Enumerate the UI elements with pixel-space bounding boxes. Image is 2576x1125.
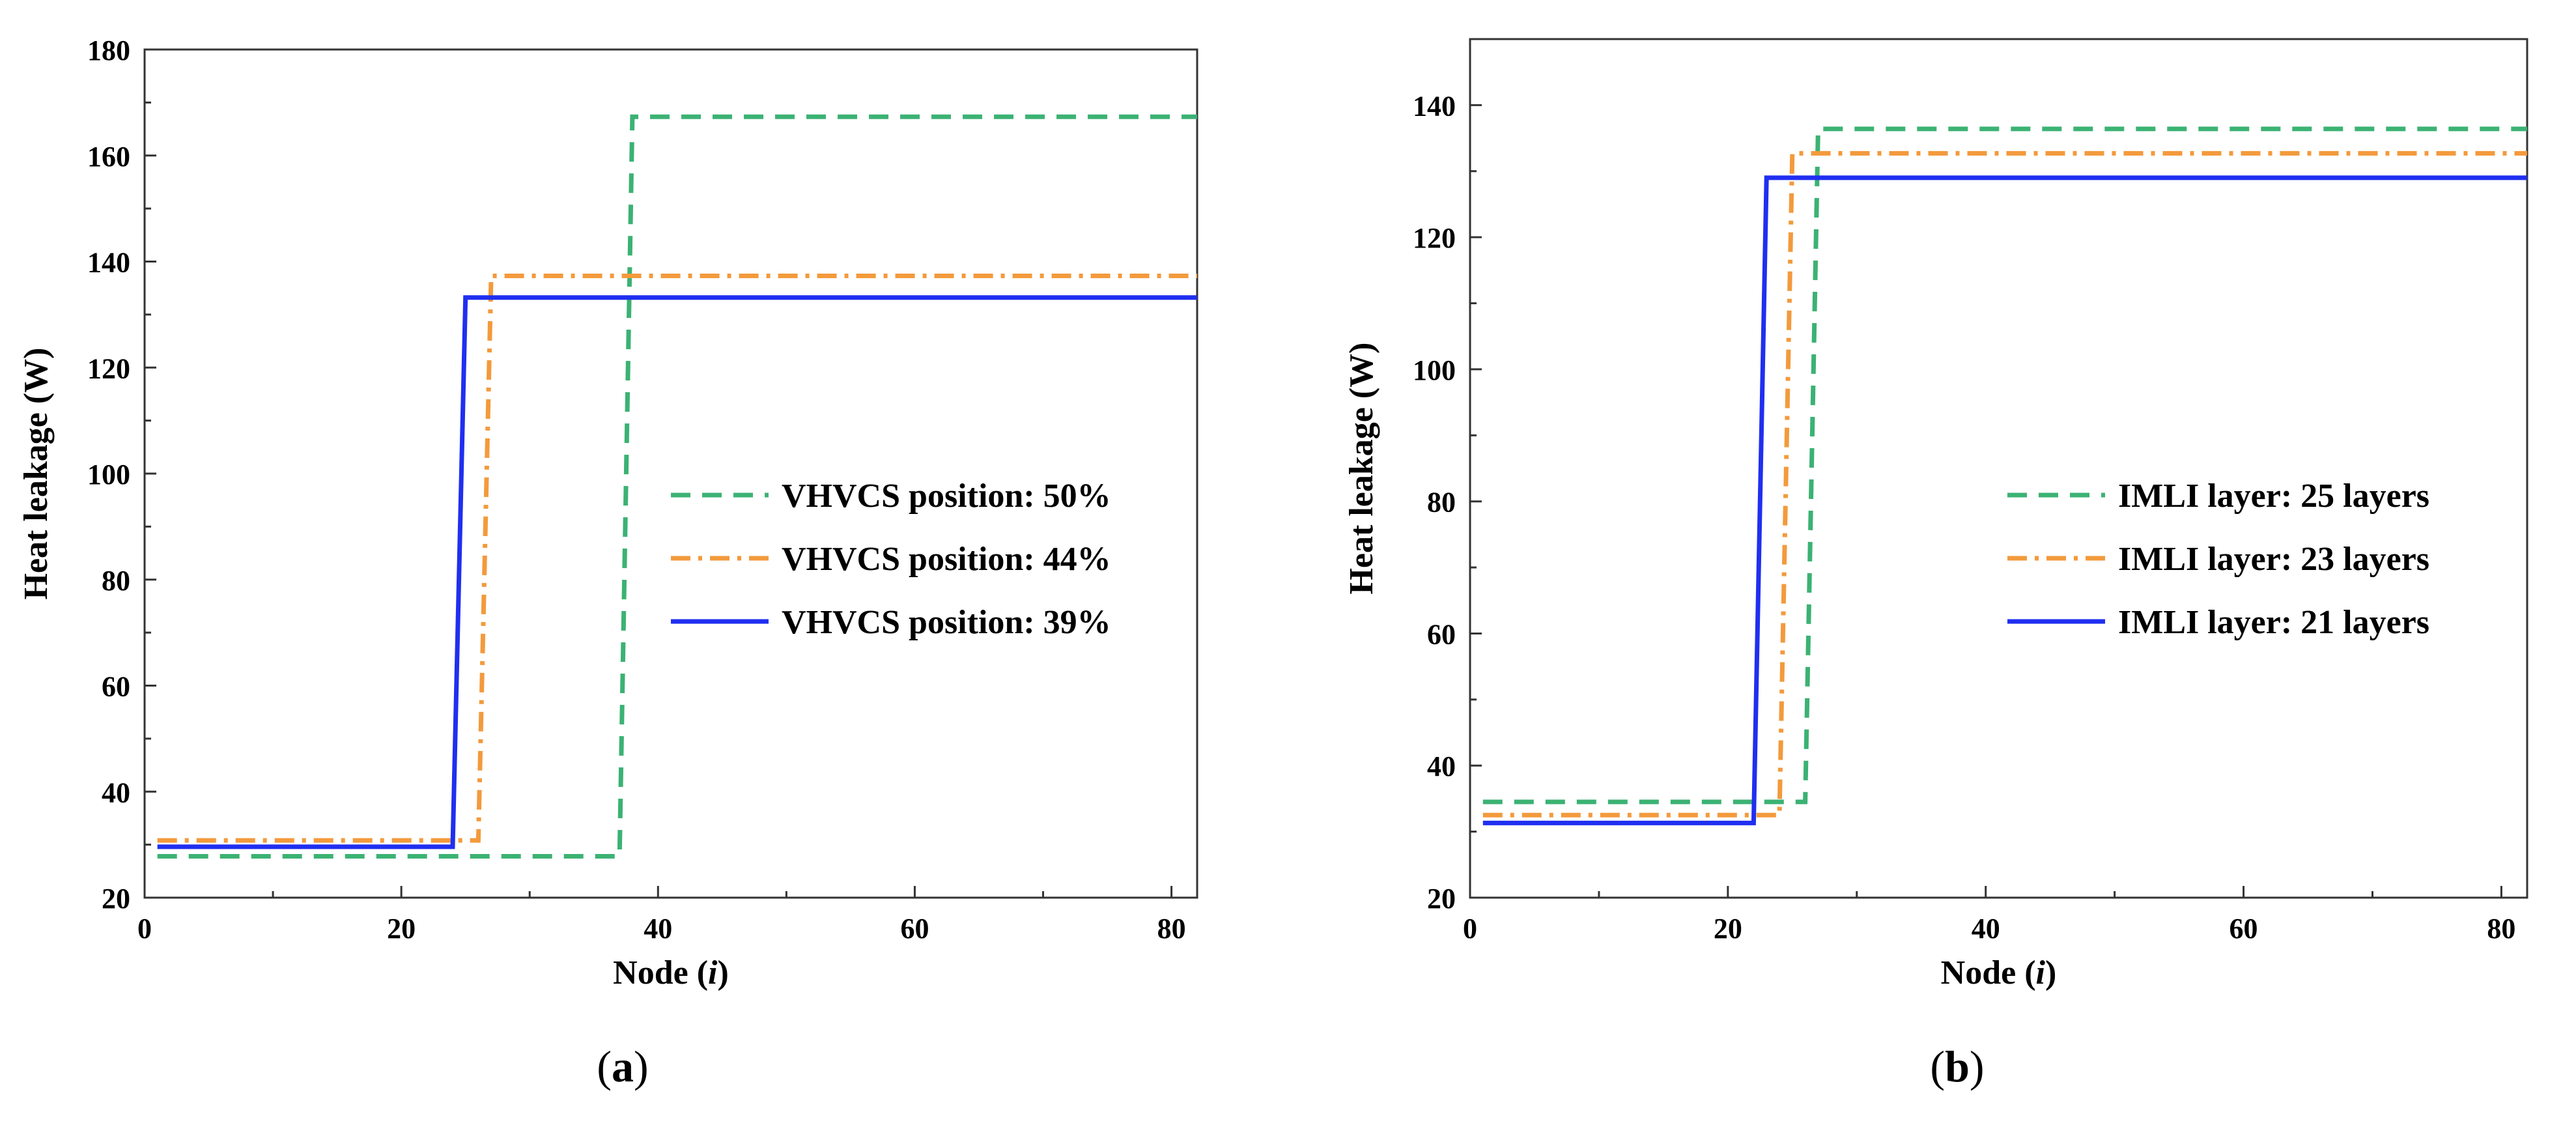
panel-b-x-tick-label: 0 [1463, 913, 1477, 945]
panel-a-y-tick-label: 80 [102, 565, 130, 597]
panel-a-series-line [157, 274, 1197, 843]
panel-b-x-axis-label: Node (i) [1941, 954, 2057, 991]
panel-b-legend-label: IMLI layer: 21 layers [2118, 604, 2429, 641]
panel-b-y-tick-label: 80 [1427, 487, 1456, 519]
panel-b-y-axis-label: Heat leakage (W) [1343, 342, 1380, 594]
panel-b-series-line [1482, 175, 2527, 825]
panel-a-legend-label: VHVCS position: 50% [782, 477, 1111, 515]
panel-b-y-tick-label: 40 [1427, 750, 1456, 782]
panel-a-y-tick-label: 100 [87, 459, 130, 491]
panel-a-x-tick-label: 60 [900, 913, 929, 945]
panel-a-x-axis-label: Node (i) [613, 954, 729, 991]
panel-b-axes-frame [1469, 38, 2528, 899]
panel-b-series-line [1482, 150, 2527, 818]
panel-a-series-line [157, 114, 1197, 859]
panel-a-y-tick-label: 120 [87, 352, 130, 384]
panel-a-axes-frame [143, 48, 1198, 899]
panel-a-y-tick-label: 180 [87, 35, 130, 66]
panel-a-y-axis-label: Heat leakage (W) [18, 347, 55, 599]
panel-b-x-tick-label: 80 [2487, 913, 2515, 945]
panel-a-y-tick-label: 160 [87, 141, 130, 173]
panel-b-series-line [1482, 126, 2527, 805]
panel-b-y-tick-label: 100 [1413, 354, 1456, 386]
panel-a-x-tick-label: 20 [387, 913, 416, 945]
panel-b-y-tick-label: 60 [1427, 618, 1456, 650]
panel-a-y-tick-label: 60 [102, 671, 130, 703]
panel-b-x-tick-label: 60 [2229, 913, 2258, 945]
panel-a-legend-label: VHVCS position: 39% [782, 604, 1111, 641]
panel-a-y-tick-label: 140 [87, 247, 130, 279]
panel-b-y-tick-label: 120 [1413, 222, 1456, 254]
panel-b-legend-label: IMLI layer: 25 layers [2118, 477, 2429, 515]
panel-a-x-tick-label: 0 [137, 913, 152, 945]
panel-a-panel-label: (a) [597, 1042, 648, 1091]
panel-a-x-tick-label: 80 [1157, 913, 1186, 945]
panel-b-x-tick-label: 40 [1972, 913, 2000, 945]
panel-b-panel-label: (b) [1930, 1042, 1984, 1091]
panel-b-x-tick-label: 20 [1714, 913, 1742, 945]
panel-b-y-tick-label: 20 [1427, 883, 1456, 915]
panel-a-legend-label: VHVCS position: 44% [782, 541, 1111, 578]
panel-a-series-line [157, 295, 1197, 849]
panel-a-x-tick-label: 40 [644, 913, 672, 945]
panel-a-y-tick-label: 40 [102, 776, 130, 808]
panel-b-y-tick-label: 140 [1413, 90, 1456, 122]
panel-a-y-tick-label: 20 [102, 883, 130, 915]
panel-b-legend-label: IMLI layer: 23 layers [2118, 541, 2429, 578]
